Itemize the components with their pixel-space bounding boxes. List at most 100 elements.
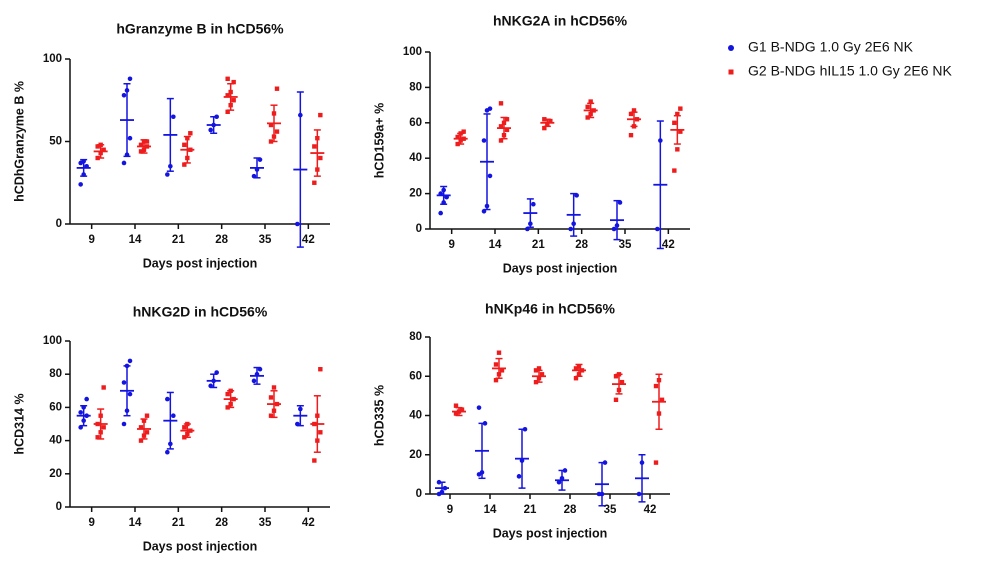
data-point [602, 460, 608, 465]
data-point [188, 147, 193, 152]
data-point [225, 93, 230, 98]
data-point [613, 397, 619, 402]
data-point [573, 376, 579, 381]
data-point [298, 112, 303, 118]
data-point [185, 136, 190, 141]
data-point [165, 172, 170, 177]
data-point [95, 144, 100, 149]
x-tick-label: 28 [215, 517, 228, 529]
data-point [656, 411, 662, 416]
data-point [127, 76, 133, 82]
data-point [459, 407, 465, 412]
data-point [144, 430, 150, 435]
data-point [576, 364, 582, 369]
data-point [231, 98, 236, 103]
chart-title: hNKp46 in hCD56% [485, 301, 615, 317]
x-tick-label: 14 [129, 234, 142, 246]
data-point [542, 125, 547, 131]
data-point [482, 421, 488, 426]
data-point [636, 491, 642, 497]
chart-title: hNKG2D in hCD56% [133, 304, 268, 320]
data-point [659, 397, 665, 402]
data-point [498, 138, 504, 143]
data-point [228, 103, 233, 108]
data-point [476, 405, 482, 410]
data-point [441, 187, 446, 193]
data-point [171, 413, 176, 419]
data-point [617, 200, 623, 205]
data-point [533, 379, 539, 385]
x-tick-label: 21 [532, 239, 545, 251]
data-point [628, 132, 634, 138]
data-point [576, 372, 582, 377]
data-point [444, 194, 449, 200]
data-point [121, 421, 127, 427]
y-tick-label: 0 [416, 488, 422, 500]
data-point [95, 435, 100, 440]
data-point [571, 221, 576, 226]
data-point [295, 221, 300, 227]
data-point [499, 368, 505, 373]
data-point [141, 418, 147, 423]
data-point [498, 101, 504, 106]
data-point [318, 367, 323, 372]
data-point [185, 421, 190, 427]
data-point [442, 485, 448, 491]
data-point [268, 122, 274, 128]
data-point [458, 131, 463, 136]
data-point [519, 458, 525, 463]
data-point [528, 221, 533, 226]
x-tick-label: 14 [129, 517, 142, 529]
data-point [525, 226, 530, 232]
data-point [548, 118, 553, 124]
data-point [441, 200, 446, 205]
data-point [658, 138, 663, 143]
data-point [144, 144, 150, 149]
data-point [573, 366, 579, 371]
data-point [144, 139, 150, 144]
data-point [231, 396, 236, 402]
data-point [124, 88, 130, 93]
data-point [141, 433, 147, 438]
data-point [268, 395, 274, 400]
y-tick-label: 50 [49, 136, 62, 148]
x-tick-label: 35 [604, 504, 617, 516]
data-point [479, 470, 485, 475]
data-point [496, 350, 502, 355]
data-point [268, 139, 274, 144]
data-point [438, 191, 443, 196]
y-tick-label: 60 [409, 370, 422, 382]
data-point [493, 377, 499, 383]
data-point [121, 380, 127, 385]
y-tick-label: 20 [409, 449, 422, 461]
data-point [101, 147, 106, 152]
data-point [78, 182, 83, 187]
data-point [81, 172, 86, 177]
data-point [456, 409, 462, 414]
x-axis-label: Days post injection [503, 261, 618, 275]
data-point [458, 138, 463, 143]
data-point [138, 142, 144, 147]
data-point [315, 167, 320, 172]
x-tick-label: 21 [524, 504, 537, 516]
data-point [84, 396, 89, 402]
data-point [487, 106, 493, 111]
data-point [438, 210, 443, 216]
data-point [251, 378, 257, 384]
data-point [628, 111, 634, 117]
x-tick-label: 9 [448, 239, 454, 251]
data-point [656, 377, 662, 383]
data-point [274, 129, 280, 134]
data-point [536, 376, 542, 381]
data-point [599, 491, 605, 497]
data-point [453, 403, 459, 408]
data-point [225, 109, 230, 114]
data-point [675, 147, 680, 152]
data-point [318, 430, 323, 435]
legend-label: G1 B-NDG 1.0 Gy 2E6 NK [748, 39, 914, 55]
data-point [274, 86, 280, 91]
y-tick-label: 60 [409, 117, 422, 129]
data-point [271, 111, 277, 116]
data-point [588, 99, 593, 104]
